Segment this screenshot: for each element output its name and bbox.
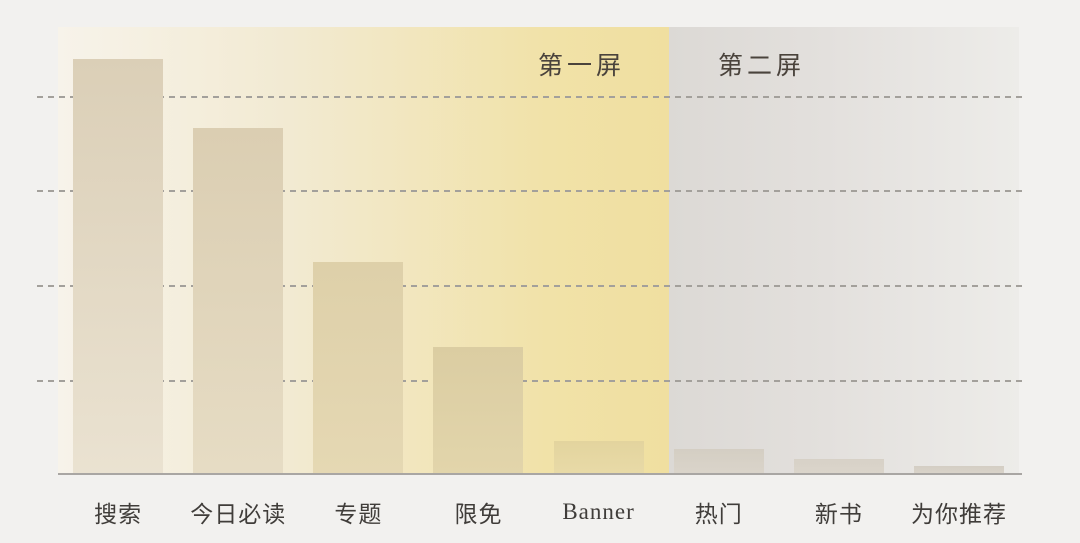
x-axis-label: Banner — [562, 499, 635, 524]
first-screen-label: 第一屏 — [538, 53, 626, 80]
bar-专题 — [313, 262, 404, 473]
x-axis-label: 专题 — [334, 502, 383, 527]
x-axis-label: 限免 — [454, 502, 503, 527]
bar-为你推荐 — [913, 466, 1004, 473]
x-axis-label: 新书 — [814, 502, 863, 527]
x-axis-line — [58, 473, 1022, 475]
bar-slot — [779, 27, 899, 473]
x-axis-label: 为你推荐 — [910, 502, 1007, 527]
bar-限免 — [433, 347, 524, 473]
x-axis-labels-row: 搜索 今日必读 专题 限免 Banner 热门 新书 为你推荐 — [58, 497, 1019, 527]
bar-今日必读 — [193, 128, 284, 473]
x-axis-label: 今日必读 — [190, 502, 287, 527]
bar-slot — [539, 27, 659, 473]
bars-container — [58, 27, 1019, 473]
bar-slot — [899, 27, 1019, 473]
bar-slot — [418, 27, 538, 473]
bar-搜索 — [73, 59, 164, 473]
bar-slot — [298, 27, 418, 473]
x-axis-label: 热门 — [694, 502, 743, 527]
bar-slot — [178, 27, 298, 473]
bar-新书 — [793, 459, 884, 473]
bar-chart-plot-area: 第一屏 第二屏 — [37, 27, 1022, 475]
gridline — [37, 285, 1022, 287]
x-axis-label: 搜索 — [94, 502, 143, 527]
bar-slot — [659, 27, 779, 473]
second-screen-region — [669, 27, 1019, 473]
gridline — [37, 380, 1022, 382]
bar-热门 — [673, 449, 764, 473]
gridline — [37, 190, 1022, 192]
bar-Banner — [553, 441, 644, 473]
bar-slot — [58, 27, 178, 473]
second-screen-label: 第二屏 — [718, 53, 806, 80]
gridline — [37, 96, 1022, 98]
